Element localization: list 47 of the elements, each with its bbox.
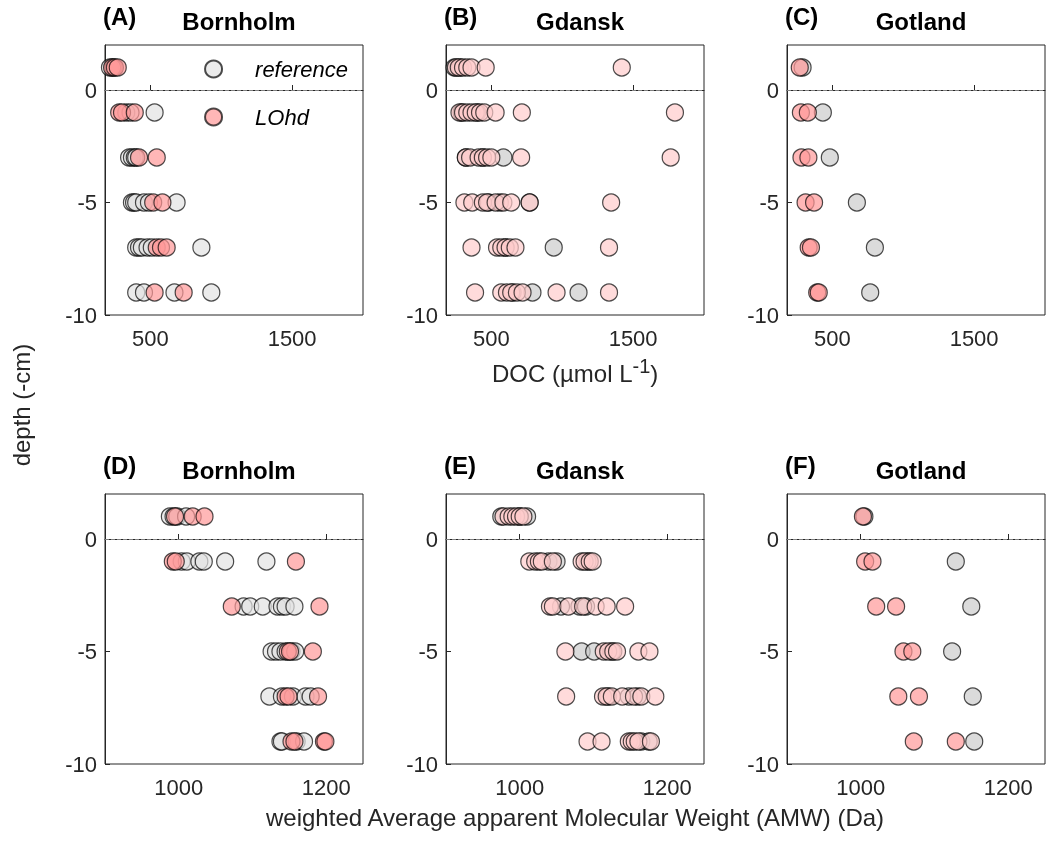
y-tick-label: 0 [84,77,97,103]
y-tick-label: 0 [766,526,779,552]
x-tick-label: 1500 [608,325,658,351]
y-tick-label: -5 [418,639,438,664]
text: (F) [785,451,816,479]
x-axis-title: weighted Average apparent Molecular Weight (AMW) (Da) [266,804,885,832]
y-tick-label: -10 [406,302,438,328]
text: (A) [103,2,137,30]
x-tick-label: 1200 [983,774,1033,800]
y-tick-label: 0 [425,77,438,103]
x-tick-label: 1500 [267,325,317,351]
y-tick-label: -5 [418,190,438,215]
text: (D) [103,451,137,479]
chart-title: Bornholm [182,456,296,484]
y-tick-label: -10 [65,302,97,328]
y-tick-label: 0 [425,526,438,552]
y-tick-label: -5 [759,639,779,664]
text: (E) [444,451,476,479]
x-tick-label: 1200 [301,774,351,800]
y-axis-title: depth (-cm) [7,343,36,466]
x-tick-label: 500 [814,325,851,351]
y-tick-label: -10 [747,302,779,328]
y-tick-label: -10 [747,751,779,777]
legend-label: reference [255,56,349,82]
x-tick-label: 1000 [495,774,545,800]
y-tick-label: -5 [77,639,97,664]
y-tick-label: -10 [65,751,97,777]
chart-title: Gotland [875,456,967,484]
chart-title: Gdansk [535,7,625,35]
y-tick-label: -5 [759,190,779,215]
y-tick-label: 0 [766,77,779,103]
x-tick-label: 1500 [949,325,999,351]
text: (C) [785,2,819,30]
x-axis-title: DOC (µmol L$^{-1}$) [492,355,659,388]
y-tick-label: -10 [406,751,438,777]
x-tick-label: 1000 [836,774,886,800]
text: (B) [444,2,478,30]
x-tick-label: 500 [132,325,169,351]
chart-title: Bornholm [182,7,296,35]
x-tick-label: 1000 [154,774,204,800]
legend-label: LOhd [255,104,310,130]
chart-title: Gdansk [535,456,625,484]
x-tick-label: 500 [473,325,510,351]
y-tick-label: 0 [84,526,97,552]
y-tick-label: -5 [77,190,97,215]
chart-title: Gotland [875,7,967,35]
x-tick-label: 1200 [642,774,692,800]
